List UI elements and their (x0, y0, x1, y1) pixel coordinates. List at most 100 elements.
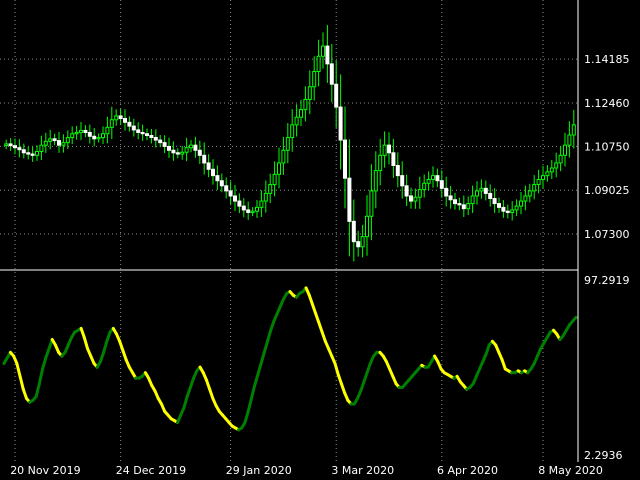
indicator-segment-falling (204, 378, 212, 391)
candle-body (35, 151, 39, 156)
candle-body (554, 162, 559, 169)
candle-body (246, 209, 251, 213)
candle-body (426, 178, 431, 184)
candle-body (382, 144, 387, 156)
candle-body (334, 83, 339, 108)
candle-body (263, 192, 268, 202)
candle-body (312, 71, 317, 88)
indicator-segment-falling (79, 326, 86, 340)
candle-body (30, 153, 35, 156)
candle-body (136, 129, 141, 133)
indicator-segment-falling (336, 372, 343, 386)
candle-body (360, 236, 365, 248)
candle-body (101, 133, 105, 139)
indicator-segment-rising (266, 328, 273, 343)
candle-body (114, 115, 119, 121)
candle-body (127, 121, 132, 127)
candle-body (83, 129, 88, 133)
candle-body (233, 195, 237, 202)
candle-body (479, 187, 484, 192)
candle-body (87, 131, 92, 137)
candle-body (215, 175, 220, 182)
candle-body (483, 187, 488, 194)
indicator-segment-rising (484, 343, 491, 356)
indicator-segment-falling (21, 387, 28, 400)
indicator-segment-falling (339, 382, 347, 395)
candle-body (118, 115, 123, 119)
indicator-segment-rising (105, 330, 112, 343)
candle-body (316, 55, 321, 72)
candle-body (202, 154, 207, 164)
candle-body (140, 131, 145, 135)
indicator-segment-rising (182, 395, 189, 410)
candle-body (514, 205, 519, 211)
candle-body (453, 199, 457, 205)
indicator-segment-rising (365, 361, 372, 375)
candle-body (57, 140, 61, 146)
time-tick-label: 8 May 2020 (538, 464, 603, 477)
time-tick-label: 6 Apr 2020 (437, 464, 498, 477)
candle-body (505, 210, 510, 213)
indicator-segment-falling (121, 349, 128, 362)
candle-body (492, 198, 497, 205)
candle-body (369, 190, 374, 217)
price-tick-label: 1.07300 (584, 228, 630, 241)
indicator-segment-falling (500, 358, 507, 371)
candle-body (422, 182, 427, 191)
indicator-segment-falling (310, 302, 318, 316)
time-tick-label: 29 Jan 2020 (226, 464, 292, 477)
indicator-segment-rising (262, 339, 270, 354)
candle-body (329, 63, 334, 85)
candle-body (237, 200, 242, 207)
indicator-segment-rising (41, 356, 48, 371)
candle-body (351, 220, 356, 243)
candle-body (523, 195, 528, 202)
grid-lines (0, 0, 578, 462)
candle-body (153, 137, 158, 141)
candle-body (373, 170, 378, 192)
candle-body (272, 173, 277, 186)
candle-body (61, 142, 66, 146)
candle-body (123, 117, 127, 123)
indicator-segment-rising (102, 339, 109, 354)
candle-body (466, 203, 471, 210)
candle-body (92, 135, 97, 140)
candle-body (74, 131, 79, 135)
candle-body (17, 147, 22, 151)
candle-body (448, 195, 453, 201)
candle-body (52, 138, 57, 142)
candle-body (391, 152, 396, 166)
candle-body (413, 196, 418, 202)
candle-body (497, 203, 501, 208)
candle-body (43, 140, 48, 146)
candle-body (347, 177, 352, 222)
candle-body (400, 175, 405, 187)
candle-body (189, 144, 193, 149)
indicator-segment-rising (44, 347, 51, 360)
candle-body (219, 180, 224, 187)
candle-body (532, 184, 537, 192)
candle-body (343, 139, 347, 179)
candle-body (255, 206, 259, 212)
candle-body (96, 137, 101, 140)
indicator-segment-rising (37, 367, 45, 386)
candle-body (277, 162, 281, 175)
candle-body (193, 144, 198, 151)
price-tick-label: 1.14185 (584, 53, 630, 66)
candle-body (228, 190, 233, 197)
candle-body (241, 205, 246, 211)
candle-body (281, 149, 286, 164)
indicator-segment-falling (15, 361, 22, 378)
candle-body (545, 171, 550, 177)
candle-body (26, 152, 31, 155)
indicator-segment-rising (259, 350, 266, 365)
candle-body (431, 175, 435, 180)
candle-body (457, 203, 462, 206)
time-tick-label: 24 Dec 2019 (116, 464, 186, 477)
price-tick-label: 1.09025 (584, 184, 630, 197)
indicator-segment-rising (362, 371, 369, 384)
candle-body (206, 162, 211, 170)
oscillator-series (2, 286, 578, 432)
candle-body (131, 125, 136, 131)
